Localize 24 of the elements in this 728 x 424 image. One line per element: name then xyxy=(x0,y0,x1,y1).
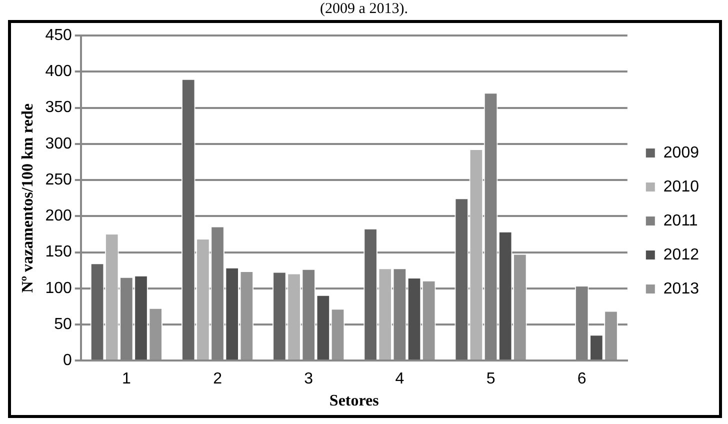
y-tick-label: 200 xyxy=(45,208,72,225)
x-tick-label: 6 xyxy=(577,370,586,388)
legend-label: 2013 xyxy=(663,280,700,298)
y-tick-label: 50 xyxy=(54,316,72,333)
x-tick-label: 1 xyxy=(122,370,131,388)
y-tick-label: 350 xyxy=(45,99,72,116)
chart-title: (2009 a 2013). xyxy=(319,0,409,18)
y-axis-title: Nº vazamentos/100 km rede xyxy=(20,103,37,293)
x-tick-label: 2 xyxy=(213,370,222,388)
y-tick-label: 400 xyxy=(45,63,72,80)
y-tick-label: 250 xyxy=(45,171,72,188)
x-tick-label: 3 xyxy=(304,370,314,388)
legend-label: 2009 xyxy=(663,144,700,162)
x-tick-label: 5 xyxy=(486,370,496,388)
legend-label: 2012 xyxy=(663,246,700,264)
y-tick-label: 100 xyxy=(45,280,72,297)
y-tick-label: 0 xyxy=(62,352,72,370)
y-tick-label: 300 xyxy=(45,135,72,152)
y-tick-label: 450 xyxy=(45,27,72,44)
x-axis-title: Setores xyxy=(329,392,379,410)
x-tick-label: 4 xyxy=(395,370,404,388)
legend-label: 2010 xyxy=(663,178,700,196)
legend-label: 2011 xyxy=(663,212,698,230)
y-tick-label: 150 xyxy=(45,244,72,261)
